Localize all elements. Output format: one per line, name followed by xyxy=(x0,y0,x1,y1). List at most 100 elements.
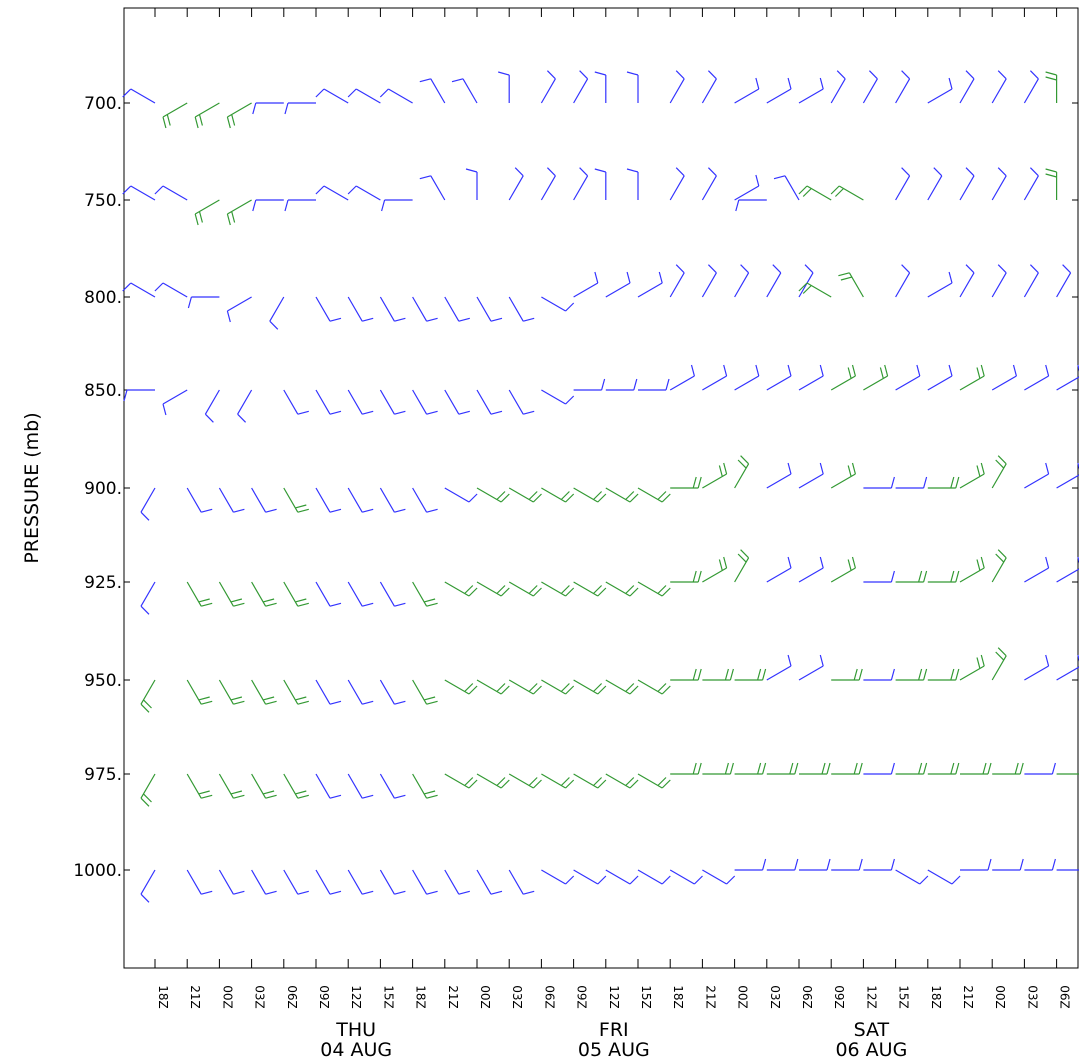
wind-barb xyxy=(226,296,252,323)
wind-barb xyxy=(140,679,156,713)
wind-barb xyxy=(594,71,607,103)
wind-barb xyxy=(194,102,220,129)
day-date-label: 04 AUG xyxy=(320,1039,392,1061)
x-tick-label: 12Z xyxy=(349,985,363,1009)
wind-barb xyxy=(1023,70,1039,104)
wind-barb xyxy=(863,668,895,681)
x-tick-labels: 18Z 21Z 00Z 03Z 06Z 09Z 12Z 15Z 18Z 21Z 00Z 03Z 06Z 0… xyxy=(156,985,1072,1009)
wind-barb xyxy=(798,654,824,681)
wind-barb xyxy=(218,679,245,705)
wind-barb xyxy=(766,364,792,391)
wind-barb xyxy=(122,282,156,298)
wind-barb xyxy=(476,869,503,895)
x-tick-label: 00Z xyxy=(220,985,234,1009)
wind-barb xyxy=(1024,762,1056,775)
wind-barb xyxy=(379,869,406,895)
y-tick-label: 950. xyxy=(84,671,122,691)
x-tick-label: 06Z xyxy=(285,985,299,1009)
wind-barb xyxy=(830,556,856,583)
wind-barb xyxy=(154,282,188,298)
wind-barb xyxy=(573,378,606,391)
wind-barb xyxy=(476,679,510,695)
wind-barb xyxy=(1056,556,1079,583)
wind-barb xyxy=(1045,71,1058,103)
wind-barb xyxy=(154,185,188,201)
wind-barb xyxy=(508,869,535,895)
wind-barb xyxy=(927,570,960,583)
wind-barb xyxy=(991,264,1007,298)
x-tick-label: 15Z xyxy=(639,985,653,1009)
wind-barb xyxy=(799,762,831,775)
wind-barb xyxy=(766,858,799,871)
wind-barb xyxy=(465,168,478,200)
wind-barb xyxy=(1023,264,1039,298)
wind-barb xyxy=(863,858,895,871)
wind-barb xyxy=(798,264,814,298)
wind-barb xyxy=(638,378,670,391)
wind-barb xyxy=(766,762,799,775)
wind-barb xyxy=(1024,462,1050,489)
wind-barb xyxy=(218,869,245,895)
wind-barb xyxy=(187,296,220,309)
wind-barb xyxy=(831,858,863,871)
wind-barb xyxy=(284,102,316,115)
wind-barb xyxy=(863,762,895,775)
wind-barb xyxy=(669,70,685,104)
day-date-label: 06 AUG xyxy=(835,1039,907,1061)
wind-barb xyxy=(251,487,277,513)
wind-barb xyxy=(991,364,1017,391)
wind-barb xyxy=(991,549,1007,583)
wind-barb xyxy=(573,271,599,298)
wind-barb xyxy=(927,364,953,391)
x-tick-label: 09Z xyxy=(832,985,846,1009)
wind-barb xyxy=(895,869,929,885)
wind-barb xyxy=(573,679,607,695)
wind-barb xyxy=(379,773,406,799)
wind-barb xyxy=(540,167,556,201)
wind-barb xyxy=(1056,364,1079,391)
wind-barb xyxy=(508,581,542,597)
wind-barb xyxy=(895,762,928,775)
wind-barb xyxy=(992,762,1024,775)
wind-barb xyxy=(798,185,832,201)
wind-barb xyxy=(140,581,156,615)
x-tick-label: 18Z xyxy=(156,985,170,1009)
wind-barb xyxy=(498,71,510,103)
x-tick-label: 03Z xyxy=(768,985,782,1009)
x-tick-label: 09Z xyxy=(575,985,589,1009)
x-tick-label: 12Z xyxy=(864,985,878,1009)
wind-barb xyxy=(251,679,277,705)
wind-barb xyxy=(799,858,831,871)
wind-barb xyxy=(476,389,503,415)
wind-barb xyxy=(991,70,1007,104)
wind-barb xyxy=(347,869,374,895)
y-tick-labels: 700. 750. 800. 850. 900. 925. 950. 975. 1000. xyxy=(73,94,122,881)
wind-barb xyxy=(315,487,342,513)
wind-barb xyxy=(573,487,607,503)
y-tick-label: 700. xyxy=(84,94,122,114)
y-tick-label: 1000. xyxy=(73,861,122,881)
wind-barb xyxy=(444,296,470,322)
wind-barb xyxy=(605,378,638,391)
wind-barb xyxy=(1056,654,1079,681)
wind-barb xyxy=(573,773,607,789)
x-tick-label: 03Z xyxy=(510,985,524,1009)
wind-barb xyxy=(315,773,342,799)
wind-barb xyxy=(1024,858,1056,871)
wind-barb xyxy=(573,869,607,885)
wind-barb xyxy=(626,168,639,200)
wind-barb xyxy=(347,296,374,322)
wind-barb xyxy=(830,185,864,201)
wind-barb xyxy=(476,773,510,789)
wind-barb xyxy=(798,282,832,298)
wind-barb xyxy=(670,476,702,489)
wind-barb xyxy=(444,773,478,789)
wind-barb xyxy=(123,389,155,402)
x-tick-label: 21Z xyxy=(188,985,202,1009)
wind-barb xyxy=(252,199,284,212)
wind-barb xyxy=(702,364,728,391)
wind-barb xyxy=(451,78,478,104)
wind-barb xyxy=(444,487,478,503)
x-tick-label: 06Z xyxy=(542,985,556,1009)
